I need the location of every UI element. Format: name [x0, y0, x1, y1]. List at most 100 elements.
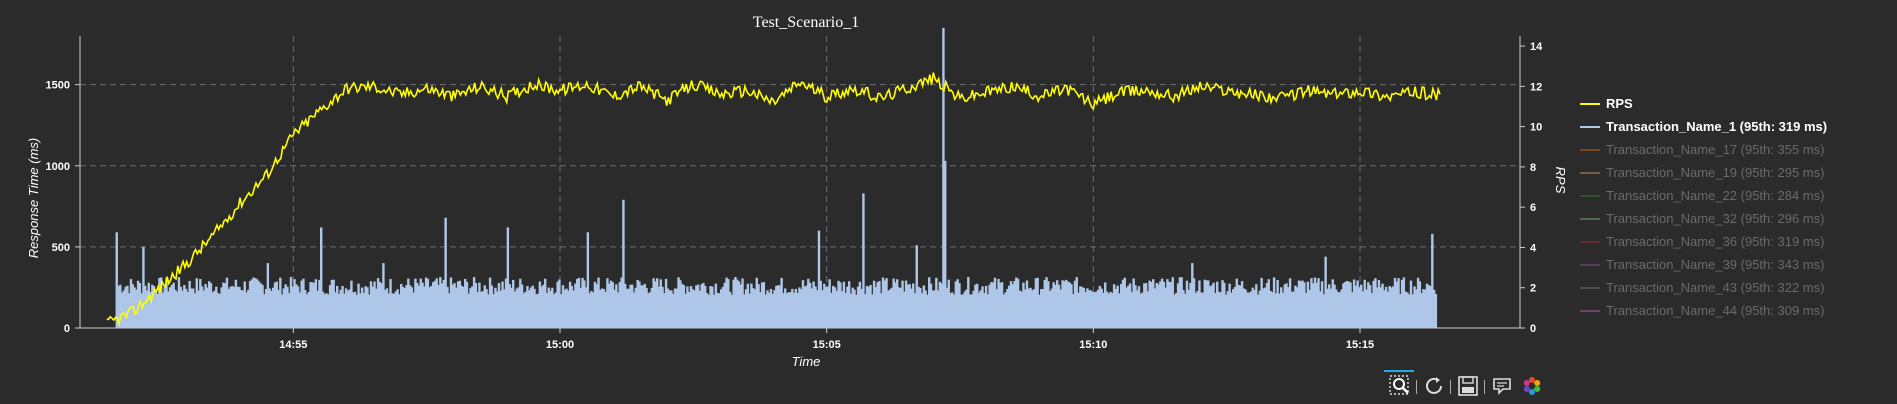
response-time-bar: [1128, 283, 1132, 328]
response-time-bar: [519, 278, 522, 328]
response-time-bar: [814, 286, 817, 328]
response-time-bar: [823, 283, 826, 328]
response-time-bar: [1272, 277, 1276, 328]
response-time-bar: [869, 284, 872, 328]
response-time-bar: [1018, 290, 1022, 328]
response-time-bar: [1109, 291, 1112, 328]
response-time-bar: [1228, 283, 1231, 328]
legend-label: Transaction_Name_22 (95th: 284 ms): [1606, 188, 1825, 203]
response-time-bar: [792, 292, 796, 328]
response-time-bar: [1073, 280, 1077, 328]
response-time-bar: [293, 279, 296, 328]
response-time-bar: [1288, 278, 1292, 328]
response-time-bar: [291, 286, 294, 328]
response-time-bar: [807, 278, 810, 328]
response-time-bar: [951, 292, 954, 328]
y-right-tick-label: 0: [1530, 323, 1536, 335]
response-time-bar: [1360, 284, 1363, 328]
response-time-bar: [517, 287, 520, 328]
response-time-bar: [816, 290, 819, 328]
response-time-bar: [990, 282, 993, 328]
response-time-bar: [272, 287, 275, 328]
save-icon[interactable]: [1456, 374, 1480, 398]
legend-swatch: [1580, 218, 1600, 220]
response-time-bar: [536, 293, 540, 328]
response-time-bar: [968, 294, 972, 328]
response-time-bar: [1095, 291, 1098, 328]
response-time-bar: [808, 282, 812, 328]
response-time-bar: [540, 286, 543, 328]
response-time-bar: [796, 292, 799, 328]
response-time-bar: [856, 286, 860, 328]
response-time-bar: [389, 279, 392, 328]
response-time-bar: [1328, 284, 1331, 328]
response-time-bar: [556, 281, 559, 328]
response-time-bar: [1107, 293, 1110, 328]
response-time-bar: [490, 285, 494, 328]
response-time-bar: [835, 290, 838, 328]
toolbar-separator: [1484, 380, 1485, 394]
bokeh-logo-icon[interactable]: [1520, 374, 1544, 398]
response-time-bar: [538, 281, 542, 328]
response-time-bar: [142, 246, 145, 328]
response-time-bar: [446, 286, 449, 328]
box-zoom-icon[interactable]: [1388, 374, 1412, 398]
response-time-bar: [769, 288, 773, 328]
response-time-bar: [1255, 284, 1258, 328]
y-right-tick-label: 14: [1530, 41, 1543, 53]
response-time-bar: [400, 284, 403, 328]
response-time-bar: [115, 232, 118, 328]
response-time-bar: [206, 287, 209, 328]
response-time-bar: [1201, 292, 1205, 328]
response-time-bar: [881, 277, 885, 328]
response-time-bar: [190, 288, 193, 328]
response-time-bar: [640, 285, 643, 328]
response-time-bar: [999, 282, 1002, 328]
response-time-bar: [616, 292, 620, 328]
response-time-bar: [1370, 292, 1374, 328]
response-time-bar: [789, 292, 792, 328]
response-time-bar: [1143, 283, 1146, 328]
response-time-bar: [600, 288, 604, 328]
response-time-bar: [1214, 293, 1217, 328]
response-time-bar: [535, 294, 538, 328]
response-time-bar: [243, 281, 246, 328]
response-time-bar: [928, 277, 931, 328]
response-time-bar: [417, 285, 421, 328]
response-time-bar: [124, 286, 127, 328]
response-time-bar: [1271, 292, 1274, 328]
response-time-bar: [1317, 278, 1320, 328]
response-time-bar: [1077, 292, 1080, 328]
legend-label: Transaction_Name_1 (95th: 319 ms): [1606, 119, 1828, 134]
response-time-bar: [440, 283, 444, 328]
response-time-bar: [542, 284, 545, 328]
response-time-bar: [945, 287, 949, 328]
response-time-bar: [1342, 283, 1345, 328]
response-time-bar: [840, 291, 844, 328]
response-time-bar: [380, 283, 383, 328]
response-time-bar: [1335, 289, 1338, 328]
response-time-bar: [844, 292, 847, 328]
response-time-bar: [725, 277, 728, 328]
response-time-bar: [382, 263, 385, 328]
response-time-bar: [394, 291, 398, 328]
response-time-bar: [1048, 291, 1052, 328]
plot-area[interactable]: 14:55 15:00 15:05 15:10 15:15 0 500 1000 1500 0 2 4…: [46, 27, 1544, 351]
response-time-bar: [940, 283, 943, 328]
hover-icon[interactable]: [1490, 374, 1514, 398]
response-time-bar: [216, 293, 220, 328]
response-time-bar: [1425, 283, 1429, 328]
response-time-bar: [830, 292, 833, 328]
reset-icon[interactable]: [1422, 374, 1446, 398]
response-time-bar: [864, 294, 867, 328]
response-time-bar: [158, 277, 161, 328]
response-time-bar: [222, 282, 225, 328]
response-time-bar: [129, 279, 133, 328]
response-time-bar: [476, 291, 479, 328]
response-time-bar: [1381, 283, 1384, 328]
response-time-bar: [1134, 285, 1137, 328]
response-time-bar: [403, 288, 406, 328]
response-time-bar: [1221, 280, 1224, 328]
response-time-bar: [362, 292, 366, 328]
response-time-bar: [988, 284, 991, 328]
